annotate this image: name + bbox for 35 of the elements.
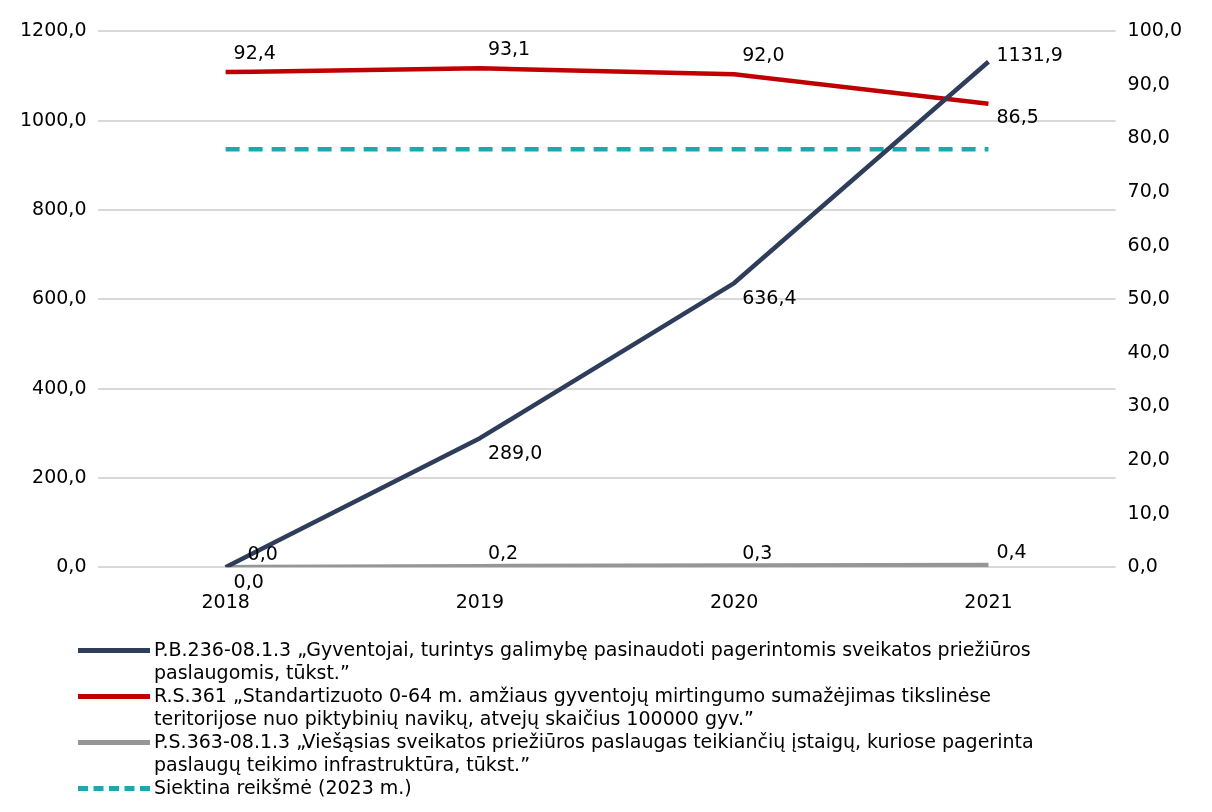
- y-tick-label: 1000,0: [20, 107, 87, 130]
- data-label: 92,0: [742, 43, 785, 66]
- y2-tick-label: 0,0: [1127, 554, 1158, 577]
- y-tick-label: 800,0: [32, 196, 87, 219]
- y-tick-label: 400,0: [32, 375, 87, 398]
- y2-tick-label: 20,0: [1127, 446, 1170, 469]
- x-tick-label: 2021: [964, 589, 1013, 612]
- x-tick-label: 2020: [710, 589, 759, 612]
- legend-label: R.S.361 „Standartizuoto 0-64 m. amžiaus gyventojų mirtingumo sumažėjimas tikslinėse teritorijose nuo piktybinių navikų, atvejų skaičius 100000 gyv.”: [154, 684, 993, 730]
- x-tick-label: 2019: [455, 589, 505, 612]
- y2-tick-label: 50,0: [1127, 286, 1170, 309]
- data-label: 93,1: [487, 37, 531, 60]
- data-label: 636,4: [742, 285, 797, 308]
- y-tick-label: 600,0: [32, 286, 87, 309]
- data-label: 0,4: [996, 539, 1027, 562]
- y2-tick-label: 80,0: [1127, 125, 1170, 148]
- data-label: 0,2: [487, 541, 519, 564]
- data-label: 92,4: [233, 41, 276, 64]
- legend-label: P.S.363-08.1.3 „Viešąsias sveikatos priežiūros paslaugas teikiančių įstaigų, kuriose pagerinta paslaugų teikimo infrastruktūra, tūkst.”: [154, 730, 1035, 776]
- y-tick-label: 0,0: [56, 554, 87, 577]
- y2-tick-label: 60,0: [1127, 232, 1170, 255]
- y2-tick-label: 100,0: [1127, 18, 1183, 41]
- y2-tick-label: 30,0: [1127, 393, 1170, 416]
- y2-tick-label: 40,0: [1127, 339, 1170, 362]
- data-label: 0,3: [742, 540, 773, 563]
- y2-tick-label: 70,0: [1127, 179, 1170, 202]
- y-tick-label: 200,0: [32, 464, 87, 487]
- data-label: 1131,9: [996, 42, 1063, 65]
- y-tick-label: 1200,0: [20, 18, 87, 41]
- data-label: 86,5: [996, 104, 1039, 127]
- legend-label: P.B.236-08.1.3 „Gyventojai, turintys galimybę pasinaudoti pagerintomis sveikatos priežiūros paslaugomis, tūkst.”: [154, 638, 1032, 684]
- y2-tick-label: 10,0: [1127, 500, 1170, 523]
- legend-label: Siektina reikšmė (2023 m.): [154, 776, 412, 799]
- y2-tick-label: 90,0: [1127, 71, 1170, 94]
- data-label: 289,0: [487, 441, 543, 464]
